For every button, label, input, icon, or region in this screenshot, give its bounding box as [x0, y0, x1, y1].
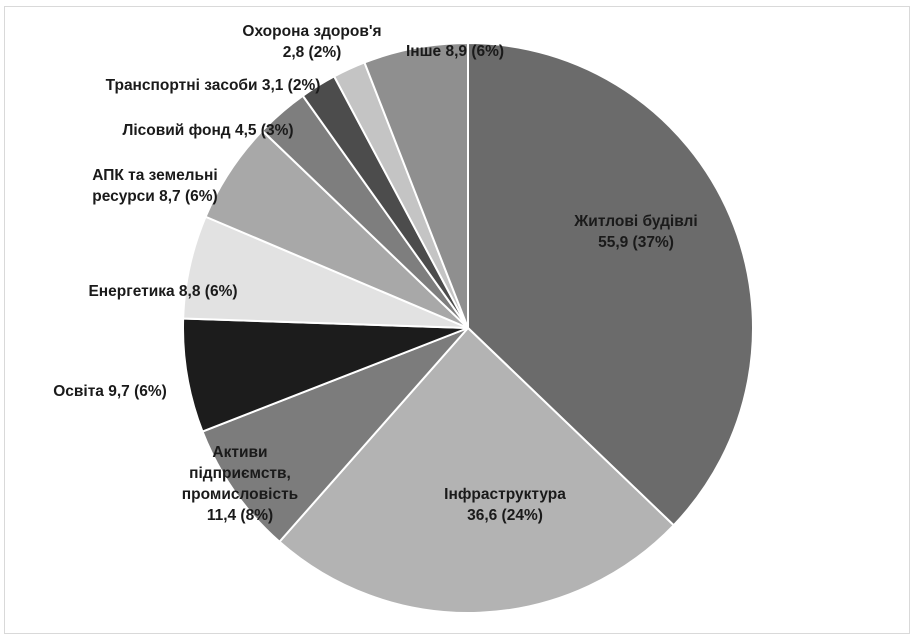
pie-label-line: Енергетика 8,8 (6%)	[88, 283, 237, 300]
pie-slice-3	[201, 327, 469, 544]
pie-label-line: 36,6 (24%)	[467, 507, 543, 524]
pie-label-line: 2,8 (2%)	[283, 44, 342, 61]
pie-label-line: АПК та земельні	[92, 167, 217, 184]
pie-label-line: ресурси 8,7 (6%)	[92, 188, 217, 205]
pie-slices	[182, 41, 754, 614]
pie-label-5: Енергетика 8,8 (6%)	[88, 283, 237, 300]
pie-label-7: Лісовий фонд 4,5 (3%)	[122, 122, 293, 139]
pie-label-line: Освіта 9,7 (6%)	[53, 383, 167, 400]
pie-slice-1	[467, 41, 754, 527]
pie-label-line: Транспортні засоби 3,1 (2%)	[106, 77, 321, 94]
pie-label-line: Активи	[212, 444, 267, 461]
pie-label-10: Інше 8,9 (6%)	[406, 43, 504, 60]
pie-label-line: 11,4 (8%)	[207, 507, 273, 524]
pie-label-8: Транспортні засоби 3,1 (2%)	[106, 77, 321, 94]
pie-label-line: 55,9 (37%)	[598, 234, 674, 251]
pie-label-1: Житлові будівлі 55,9 (37%)	[573, 213, 697, 251]
pie-slice-10	[363, 41, 469, 329]
pie-label-line: підприємств,	[189, 465, 291, 482]
pie-label-6: АПК та земельні ресурси 8,7 (6%)	[92, 167, 217, 205]
pie-label-line: Охорона здоров'я	[242, 23, 381, 40]
pie-label-line: Інше 8,9 (6%)	[406, 43, 504, 60]
pie-label-4: Освіта 9,7 (6%)	[53, 383, 167, 400]
pie-slice-2	[278, 326, 676, 614]
pie-label-3: Активи підприємств, промисловість 11,4 (8%)	[182, 444, 298, 524]
pie-label-line: Інфраструктура	[444, 486, 566, 503]
pie-label-2: Інфраструктура 36,6 (24%)	[444, 486, 566, 524]
pie-label-9: Охорона здоров'я 2,8 (2%)	[242, 23, 381, 61]
pie-labels: Житлові будівлі 55,9 (37%) Інфраструктура 3…	[53, 23, 698, 524]
pie-label-line: Лісовий фонд 4,5 (3%)	[122, 122, 293, 139]
pie-slice-4	[182, 317, 469, 433]
pie-label-line: Житлові будівлі	[573, 213, 697, 230]
pie-label-line: промисловість	[182, 486, 298, 503]
